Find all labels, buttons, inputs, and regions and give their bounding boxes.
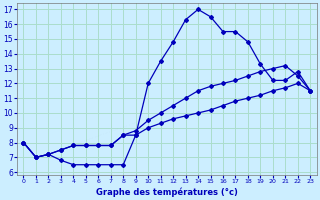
X-axis label: Graphe des températures (°c): Graphe des températures (°c) [96, 187, 238, 197]
